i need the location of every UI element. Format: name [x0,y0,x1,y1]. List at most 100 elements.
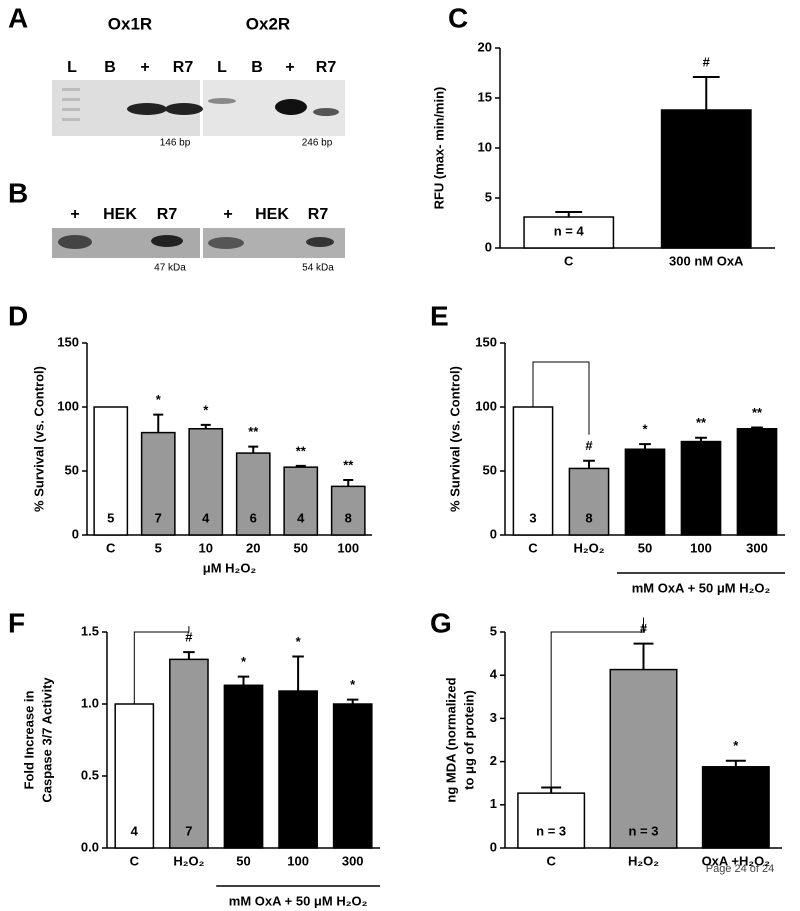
y-tick-label: 150 [475,334,497,349]
x-tick-label: OxA +H₂O₂ [702,853,771,868]
y-tick-label: 0 [72,526,79,541]
x-tick-label: C [106,540,116,555]
bar [235,452,271,536]
bar [140,431,176,536]
y-tick-label: 150 [57,334,79,349]
x-tick-label: 10 [199,540,213,555]
lane-label: R7 [316,59,337,76]
y-tick-label: 0 [490,526,497,541]
y-tick-label: 100 [475,398,497,413]
band-size: 47 kDa [154,263,186,274]
bar [624,448,666,536]
bar-label: 4 [202,510,210,525]
error-bar [248,445,259,454]
x-tick-label: 50 [294,540,308,555]
significance-marker: # [703,54,711,69]
significance-marker: ** [248,424,259,439]
lane-label: B [104,59,116,76]
bar-label: 6 [250,510,257,525]
y-tick-label: 1.0 [81,695,99,710]
bar [278,690,318,849]
bar-label: n = 5 [691,223,721,238]
panel-letter: D [8,300,28,331]
gel-title: Ox2R [246,14,290,33]
bar [609,668,678,849]
y-tick-label: 5 [490,623,497,638]
lane-label: + [285,59,294,76]
bar-label: 5 [641,510,648,525]
y-tick-label: 3 [490,710,497,725]
error-bar [751,426,763,429]
bar-label: 7 [294,823,301,838]
error-bar [639,443,651,450]
lane-label: B [251,59,263,76]
error-bar [555,211,583,217]
gel-title: Ox1R [108,14,152,33]
bar-label: 5 [107,510,114,525]
bar [332,703,373,849]
error-bar [200,423,211,429]
comparison-bracket [532,361,590,435]
x-axis-label: μM H₂O₂ [203,560,257,575]
bar-label: 8 [585,510,592,525]
blot-image [52,228,345,258]
panel-letter: G [430,607,452,638]
y-axis-label: % Survival (vs. Control) [447,366,462,512]
y-tick-label: 20 [478,39,492,54]
bar [680,440,722,536]
significance-marker: * [241,654,247,669]
significance-marker: ** [752,405,763,420]
significance-marker: * [350,677,356,692]
group-label: mM OxA + 50 μM H₂O₂ [229,893,368,908]
x-tick-label: H₂O₂ [173,853,204,868]
lane-label: R7 [308,206,329,223]
y-axis-label: % Survival (vs. Control) [31,366,46,512]
y-tick-label: 100 [57,398,79,413]
panel-letter: C [448,2,468,33]
y-tick-label: 1 [490,796,497,811]
x-tick-label: 50 [236,853,250,868]
bar-label: 6 [240,823,247,838]
bar-label: 8 [345,510,352,525]
panel-letter: F [8,607,25,638]
error-bar [292,655,304,692]
error-bar [695,436,707,442]
significance-marker: * [642,422,648,437]
significance-marker: * [733,738,739,753]
bar [114,703,155,849]
error-bar [346,698,359,704]
comparison-bracket [133,626,190,704]
x-tick-label: 100 [337,540,359,555]
lane-label: HEK [103,206,137,223]
x-tick-label: 300 [746,540,768,555]
x-tick-label: C [564,253,574,268]
gel-image [52,80,345,136]
significance-marker: ** [696,415,707,430]
x-tick-label: 100 [287,853,309,868]
significance-marker: # [585,438,593,453]
y-tick-label: 0 [490,839,497,854]
band-size: 146 bp [160,138,191,149]
x-tick-label: C [130,853,140,868]
bar [223,684,264,849]
y-tick-label: 10 [478,139,492,154]
significance-marker: ** [296,443,307,458]
error-bar [153,413,164,433]
panel-letter: B [8,177,28,208]
error-bar [633,642,654,670]
significance-marker: ** [343,457,354,472]
error-bar [692,76,720,110]
bar [512,406,554,536]
lane-label: R7 [157,206,178,223]
x-tick-label: C [546,853,556,868]
x-tick-label: 20 [246,540,260,555]
bar-label: n = 3 [629,823,659,838]
error-bar [541,786,562,794]
bar-label: 7 [697,510,704,525]
lane-label: R7 [173,59,194,76]
bar-label: 5 [753,510,760,525]
bar [660,109,752,249]
bar-label: n = 3 [721,823,751,838]
y-tick-label: 50 [65,462,79,477]
